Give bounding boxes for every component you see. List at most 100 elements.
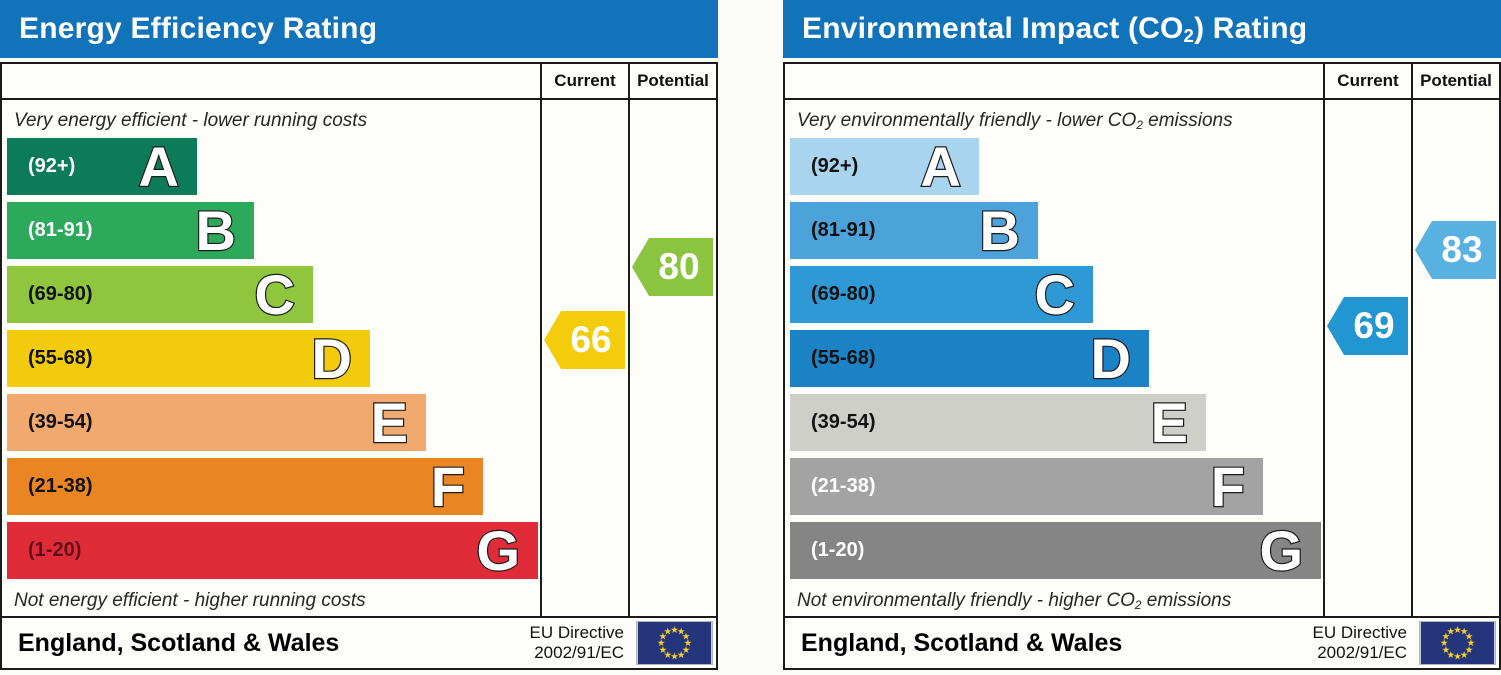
header-spacer [785, 64, 1323, 98]
chart-body: Very energy efficient - lower running co… [2, 100, 716, 616]
svg-text:★: ★ [657, 638, 666, 649]
svg-text:★: ★ [1453, 625, 1462, 636]
svg-text:★: ★ [682, 632, 691, 643]
potential-column-header: Potential [1411, 64, 1499, 98]
environmental-impact-title-bar: Environmental Impact (CO2) Rating [783, 0, 1501, 58]
top-note: Very environmentally friendly - lower CO… [797, 110, 1233, 132]
band-a: (92+) A [7, 134, 197, 198]
band-letter: C [1033, 262, 1076, 326]
band-range-label: (55-68) [811, 347, 876, 369]
band-chart-area: Very energy efficient - lower running co… [2, 100, 540, 616]
band-a: (92+) A [790, 134, 979, 198]
eu-flag-icon: ★★★★★★★★★★★★ [1419, 621, 1496, 665]
svg-text:★: ★ [1440, 638, 1449, 649]
eu-directive-label: EU Directive 2002/91/EC [529, 622, 624, 662]
band-letter: F [1210, 454, 1247, 518]
current-rating-arrow: 66 [544, 311, 625, 369]
band-d: (55-68) D [790, 326, 1149, 390]
band-range-label: (21-38) [811, 475, 876, 497]
chart-body: Very environmentally friendly - lower CO… [785, 100, 1499, 616]
svg-text:★: ★ [670, 625, 679, 636]
svg-text:★: ★ [684, 638, 693, 649]
band-list: (92+) A (81-91) B (69-80) C (55-68) D (39-54) E (2… [2, 134, 540, 582]
band-list: (92+) A (81-91) B (69-80) C (55-68) D (39-54) E (2… [785, 134, 1323, 582]
band-c: (69-80) C [790, 262, 1093, 326]
svg-text:★: ★ [664, 627, 673, 638]
region-label: England, Scotland & Wales [18, 628, 340, 657]
band-range-label: (39-54) [28, 411, 93, 433]
band-range-label: (1-20) [811, 539, 865, 561]
band-letter: F [430, 454, 467, 518]
band-letter: G [475, 518, 521, 582]
band-range-label: (81-91) [28, 219, 93, 241]
band-letter: A [137, 134, 180, 198]
band-letter: B [978, 198, 1021, 262]
svg-text:★: ★ [659, 632, 668, 643]
band-letter: E [1149, 390, 1189, 454]
svg-text:★: ★ [1465, 645, 1474, 656]
band-b: (81-91) B [7, 198, 254, 262]
potential-column-header: Potential [628, 64, 716, 98]
potential-value-column: 83 [1411, 100, 1499, 616]
band-e: (39-54) E [7, 393, 426, 451]
svg-text:★: ★ [677, 627, 686, 638]
eu-directive-label: EU Directive 2002/91/EC [1312, 622, 1407, 662]
svg-text:★: ★ [1465, 632, 1474, 643]
band-letter: A [919, 134, 962, 198]
rating-table: Current Potential Very energy efficient … [0, 62, 718, 616]
svg-text:★: ★ [1442, 645, 1451, 656]
potential-rating-arrow: 80 [632, 238, 713, 296]
svg-text:★: ★ [1442, 632, 1451, 643]
potential-value-column: 80 [628, 100, 716, 616]
svg-text:★: ★ [1460, 650, 1469, 661]
potential-rating-arrow: 83 [1415, 221, 1496, 279]
svg-text:★: ★ [1447, 627, 1456, 638]
band-letter: C [253, 262, 296, 326]
page-title: Environmental Impact (CO2) Rating [802, 12, 1308, 47]
region-label: England, Scotland & Wales [801, 628, 1123, 657]
band-letter: B [194, 198, 237, 262]
band-letter: G [1258, 518, 1304, 582]
panel-footer: England, Scotland & Wales EU Directive 2… [783, 616, 1501, 670]
current-value-column: 66 [540, 100, 628, 616]
panel-footer: England, Scotland & Wales EU Directive 2… [0, 616, 718, 670]
page-title: Energy Efficiency Rating [19, 12, 378, 45]
svg-text:★: ★ [1467, 638, 1476, 649]
band-c: (69-80) C [7, 262, 313, 326]
band-range-label: (1-20) [28, 539, 82, 561]
svg-text:★: ★ [670, 652, 679, 663]
band-g: (1-20) G [790, 518, 1321, 582]
band-range-label: (81-91) [811, 219, 876, 241]
band-d: (55-68) D [7, 326, 370, 390]
band-g: (1-20) G [7, 518, 538, 582]
current-rating-arrow: 69 [1327, 297, 1408, 355]
band-range-label: (92+) [811, 155, 859, 177]
energy-efficiency-title-bar: Energy Efficiency Rating [0, 0, 718, 58]
band-letter: D [1089, 326, 1132, 390]
band-letter: D [310, 326, 353, 390]
band-chart-area: Very environmentally friendly - lower CO… [785, 100, 1323, 616]
column-header-row: Current Potential [2, 64, 716, 100]
svg-text:★: ★ [1447, 650, 1456, 661]
band-b: (81-91) B [790, 198, 1038, 262]
eu-flag-icon: ★★★★★★★★★★★★ [636, 621, 713, 665]
energy-efficiency-rating-panel: Energy Efficiency Rating Current Potenti… [0, 0, 718, 675]
column-header-row: Current Potential [785, 64, 1499, 100]
band-range-label: (69-80) [28, 283, 93, 305]
band-range-label: (21-38) [28, 475, 93, 497]
band-range-label: (69-80) [811, 283, 876, 305]
current-value-column: 69 [1323, 100, 1411, 616]
header-spacer [2, 64, 540, 98]
svg-text:★: ★ [682, 645, 691, 656]
bottom-note: Not energy efficient - higher running co… [14, 590, 366, 611]
rating-table: Current Potential Very environmentally f… [783, 62, 1501, 616]
band-range-label: (55-68) [28, 347, 93, 369]
band-f: (21-38) F [7, 454, 483, 518]
svg-text:★: ★ [677, 650, 686, 661]
svg-text:★: ★ [664, 650, 673, 661]
band-range-label: (92+) [28, 155, 76, 177]
top-note: Very energy efficient - lower running co… [14, 110, 368, 131]
svg-text:★: ★ [1453, 652, 1462, 663]
bottom-note: Not environmentally friendly - higher CO… [797, 590, 1232, 612]
